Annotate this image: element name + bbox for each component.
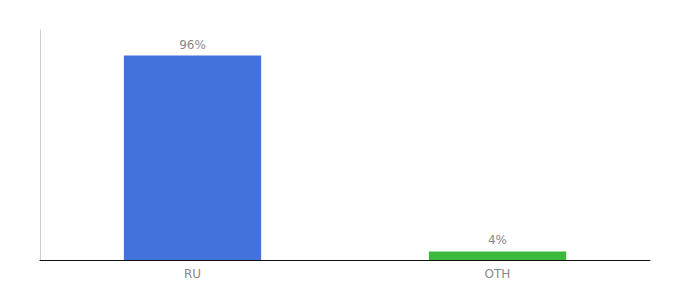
svg-text:4%: 4% xyxy=(488,233,507,247)
svg-text:OTH: OTH xyxy=(485,267,511,281)
svg-text:RU: RU xyxy=(184,267,201,281)
svg-text:96%: 96% xyxy=(179,38,206,52)
